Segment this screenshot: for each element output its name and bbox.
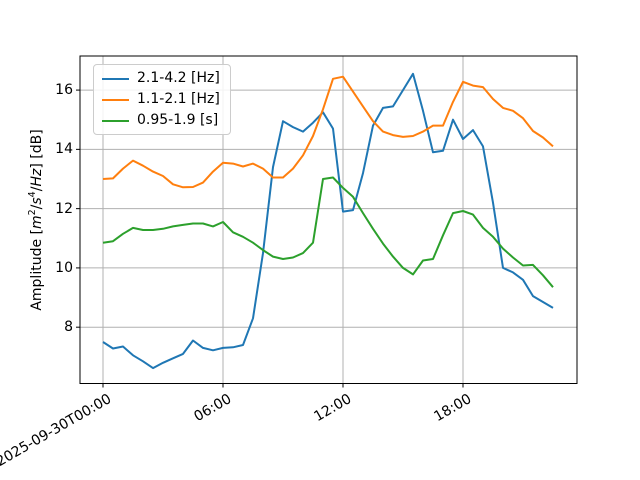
- legend-line-swatch: [102, 98, 129, 101]
- legend-label: 1.1-2.1 [Hz]: [137, 91, 220, 107]
- legend-label: 0.95-1.9 [s]: [137, 112, 219, 128]
- legend-label: 2.1-4.2 [Hz]: [137, 70, 220, 86]
- axes-spines: [79, 55, 578, 384]
- y-tick-label-12: 12: [55, 200, 73, 217]
- series-line-1.1-2.1-hz: [102, 75, 554, 189]
- legend-line-swatch: [102, 119, 129, 122]
- legend: 2.1-4.2 [Hz] 1.1-2.1 [Hz] 0.95-1.9 [s]: [93, 64, 231, 135]
- series-line-0.95-1.9-s: [102, 176, 554, 288]
- legend-item-2.1-4.2-hz: 2.1-4.2 [Hz]: [102, 70, 220, 87]
- y-tick-label-10: 10: [55, 259, 73, 276]
- legend-item-0.95-1.9-s: 0.95-1.9 [s]: [102, 112, 220, 129]
- series-line-2.1-4.2-hz: [102, 72, 554, 370]
- legend-line-swatch: [102, 77, 129, 80]
- y-tick-label-8: 8: [64, 319, 73, 336]
- y-tick-label-16: 16: [55, 82, 73, 99]
- legend-item-1.1-2.1-hz: 1.1-2.1 [Hz]: [102, 91, 220, 108]
- y-tick-label-14: 14: [55, 141, 73, 158]
- y-axis-label: Amplitude [m2/s4/Hz] [dB]: [27, 129, 45, 311]
